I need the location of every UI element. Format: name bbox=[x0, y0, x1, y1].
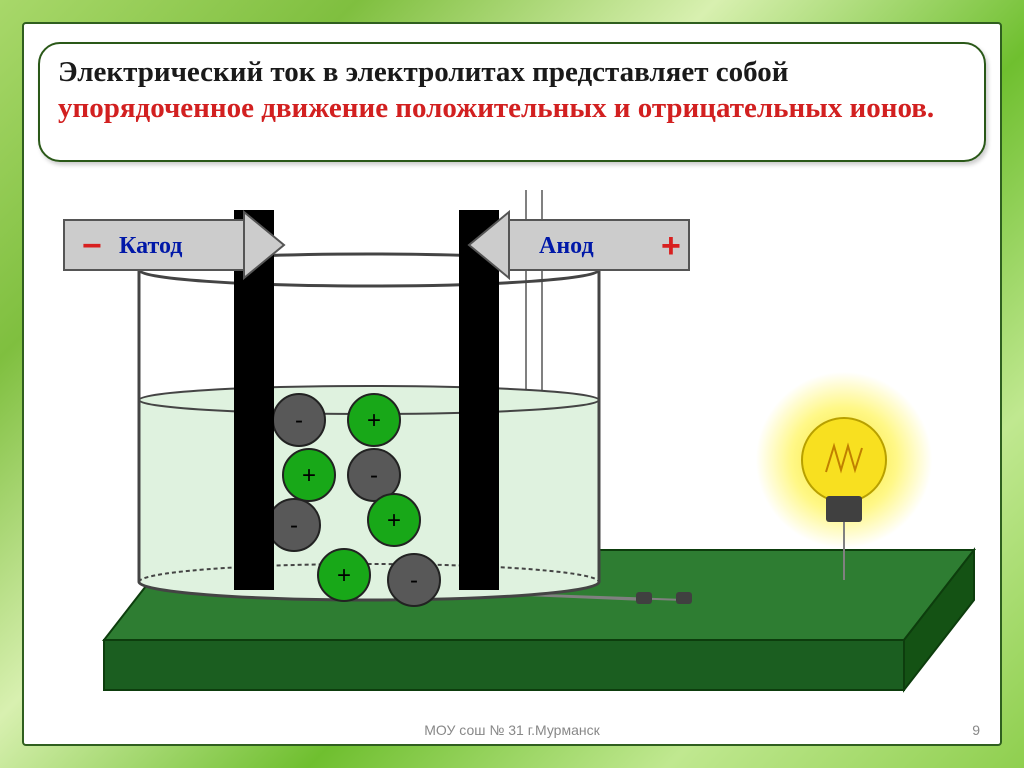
cathode-sign: − bbox=[82, 227, 102, 265]
ion-charge: - bbox=[295, 407, 303, 434]
terminal bbox=[636, 592, 652, 604]
electrolysis-diagram: -++--++-−КатодАнод+ bbox=[44, 190, 984, 710]
title-box: Электрический ток в электролитах предста… bbox=[38, 42, 986, 162]
ion-charge: - bbox=[410, 567, 418, 594]
ion-charge: + bbox=[367, 407, 381, 434]
terminal bbox=[676, 592, 692, 604]
ion-charge: - bbox=[290, 512, 298, 539]
slide: Электрический ток в электролитах предста… bbox=[0, 0, 1024, 768]
bulb-base bbox=[826, 496, 862, 522]
anode-label: Анод bbox=[539, 233, 594, 259]
cathode-label: Катод bbox=[119, 233, 182, 259]
platform-front bbox=[104, 640, 904, 690]
ion-charge: + bbox=[337, 562, 351, 589]
page-number: 9 bbox=[972, 722, 980, 738]
title-line-2: упорядоченное движение положительных и о… bbox=[58, 92, 934, 124]
anode-sign: + bbox=[661, 227, 681, 265]
footer-text: МОУ сош № 31 г.Мурманск bbox=[0, 722, 1024, 738]
ion-charge: + bbox=[302, 462, 316, 489]
ion-charge: + bbox=[387, 507, 401, 534]
ion-charge: - bbox=[370, 462, 378, 489]
anode-arrow: Анод + bbox=[469, 212, 689, 278]
title-line-1: Электрический ток в электролитах предста… bbox=[58, 56, 788, 88]
cathode-arrow: −Катод bbox=[64, 212, 284, 278]
anode-electrode bbox=[459, 210, 499, 590]
